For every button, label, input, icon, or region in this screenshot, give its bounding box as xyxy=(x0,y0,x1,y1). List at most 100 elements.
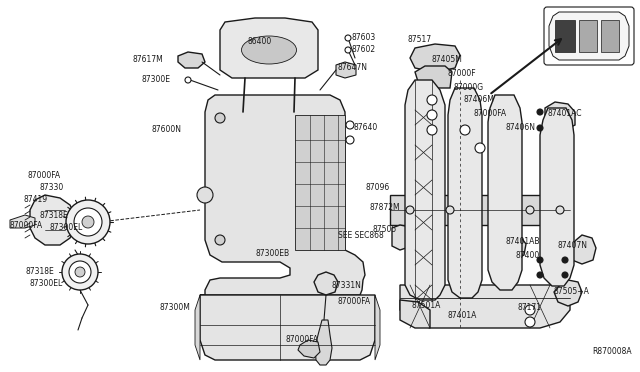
Text: 86400: 86400 xyxy=(248,38,272,46)
Circle shape xyxy=(526,206,534,214)
Circle shape xyxy=(427,95,437,105)
Circle shape xyxy=(406,206,414,214)
Text: 87000FA: 87000FA xyxy=(10,221,43,230)
Polygon shape xyxy=(540,108,574,286)
Polygon shape xyxy=(400,300,430,328)
Text: 87517: 87517 xyxy=(408,35,432,45)
Text: 87000FA: 87000FA xyxy=(285,336,319,344)
Text: 87405M: 87405M xyxy=(432,55,463,64)
Text: 87330: 87330 xyxy=(40,183,64,192)
Text: 87406N: 87406N xyxy=(505,124,535,132)
Text: 87406M: 87406M xyxy=(464,96,495,105)
Text: 87096: 87096 xyxy=(365,183,390,192)
Polygon shape xyxy=(579,20,597,52)
Circle shape xyxy=(215,113,225,123)
Polygon shape xyxy=(390,195,570,225)
Polygon shape xyxy=(545,102,575,130)
Circle shape xyxy=(345,47,351,53)
Polygon shape xyxy=(568,235,596,264)
Text: 87872M: 87872M xyxy=(369,202,400,212)
Circle shape xyxy=(475,143,485,153)
Text: 87419: 87419 xyxy=(24,196,48,205)
Circle shape xyxy=(446,206,454,214)
Circle shape xyxy=(346,121,354,129)
Circle shape xyxy=(427,110,437,120)
Circle shape xyxy=(537,272,543,278)
Text: 87000FA: 87000FA xyxy=(338,298,371,307)
Circle shape xyxy=(537,125,543,131)
Circle shape xyxy=(562,272,568,278)
Circle shape xyxy=(460,125,470,135)
Text: 87602: 87602 xyxy=(352,45,376,55)
Text: 87617M: 87617M xyxy=(132,55,163,64)
Circle shape xyxy=(62,254,98,290)
Polygon shape xyxy=(555,20,575,52)
Text: 87300EL: 87300EL xyxy=(50,222,83,231)
Polygon shape xyxy=(200,295,375,360)
Circle shape xyxy=(537,257,543,263)
Text: 87000FA: 87000FA xyxy=(474,109,507,119)
Circle shape xyxy=(525,305,535,315)
Circle shape xyxy=(537,109,543,115)
Circle shape xyxy=(525,317,535,327)
Text: 87171: 87171 xyxy=(518,304,542,312)
Polygon shape xyxy=(336,62,356,78)
Text: 87407N: 87407N xyxy=(557,241,587,250)
Text: 87505: 87505 xyxy=(372,225,397,234)
Circle shape xyxy=(74,208,102,236)
Text: 87401A: 87401A xyxy=(447,311,476,321)
Polygon shape xyxy=(601,20,619,52)
Circle shape xyxy=(562,257,568,263)
Circle shape xyxy=(82,216,94,228)
Circle shape xyxy=(185,77,191,83)
Polygon shape xyxy=(200,95,365,295)
Text: 87300M: 87300M xyxy=(159,304,191,312)
Circle shape xyxy=(427,125,437,135)
Text: 87600N: 87600N xyxy=(151,125,181,135)
Text: 87318E: 87318E xyxy=(25,267,54,276)
Polygon shape xyxy=(554,280,582,306)
Polygon shape xyxy=(314,272,338,295)
Text: 87400: 87400 xyxy=(515,251,540,260)
Text: 87331N: 87331N xyxy=(332,282,362,291)
Polygon shape xyxy=(375,295,380,360)
Polygon shape xyxy=(178,52,205,68)
Polygon shape xyxy=(496,234,526,260)
Circle shape xyxy=(345,35,351,41)
Polygon shape xyxy=(298,340,320,358)
Text: 87000F: 87000F xyxy=(447,70,476,78)
Text: 87647N: 87647N xyxy=(337,64,367,73)
Text: R870008A: R870008A xyxy=(592,347,632,356)
Polygon shape xyxy=(392,225,415,250)
Polygon shape xyxy=(448,88,482,298)
Circle shape xyxy=(69,261,91,283)
Polygon shape xyxy=(405,80,445,300)
Circle shape xyxy=(346,136,354,144)
Circle shape xyxy=(197,187,213,203)
Polygon shape xyxy=(410,44,460,72)
Text: 87300E: 87300E xyxy=(142,76,171,84)
Text: 87401AC: 87401AC xyxy=(547,109,582,119)
Text: SEE SEC868: SEE SEC868 xyxy=(338,231,384,240)
Circle shape xyxy=(66,200,110,244)
Text: 87000FA: 87000FA xyxy=(27,170,60,180)
Text: 87300EB: 87300EB xyxy=(256,248,290,257)
Polygon shape xyxy=(30,195,75,245)
Polygon shape xyxy=(195,295,200,360)
Polygon shape xyxy=(549,12,629,60)
Polygon shape xyxy=(295,115,345,250)
Ellipse shape xyxy=(241,36,296,64)
Text: 87318E: 87318E xyxy=(40,211,68,219)
Polygon shape xyxy=(400,285,570,328)
Polygon shape xyxy=(315,320,332,365)
Polygon shape xyxy=(415,66,452,88)
Text: 87505+A: 87505+A xyxy=(554,288,590,296)
Circle shape xyxy=(75,267,85,277)
Circle shape xyxy=(215,235,225,245)
Circle shape xyxy=(556,206,564,214)
FancyBboxPatch shape xyxy=(544,7,634,65)
Text: 87401AB: 87401AB xyxy=(506,237,541,246)
Text: 87300EL: 87300EL xyxy=(30,279,63,289)
Polygon shape xyxy=(488,95,522,290)
Text: 87640: 87640 xyxy=(353,124,377,132)
